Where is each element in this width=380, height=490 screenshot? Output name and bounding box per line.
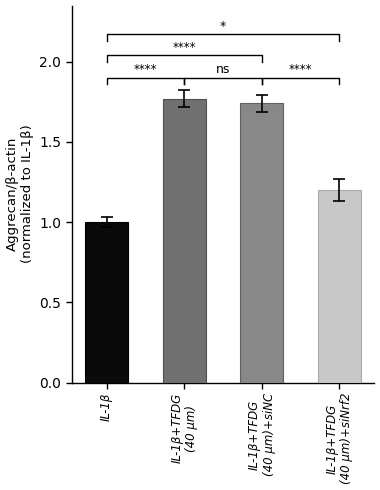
Text: ****: ****: [173, 41, 196, 54]
Bar: [241, 103, 283, 383]
Text: *: *: [220, 20, 226, 33]
Bar: [318, 190, 361, 383]
Y-axis label: Aggrecan/β-actin
(normalized to IL-1β): Aggrecan/β-actin (normalized to IL-1β): [6, 124, 33, 264]
Bar: [163, 98, 206, 383]
Text: ****: ****: [134, 63, 157, 76]
Text: ns: ns: [216, 63, 230, 76]
Bar: [85, 222, 128, 383]
Text: ****: ****: [289, 63, 312, 76]
